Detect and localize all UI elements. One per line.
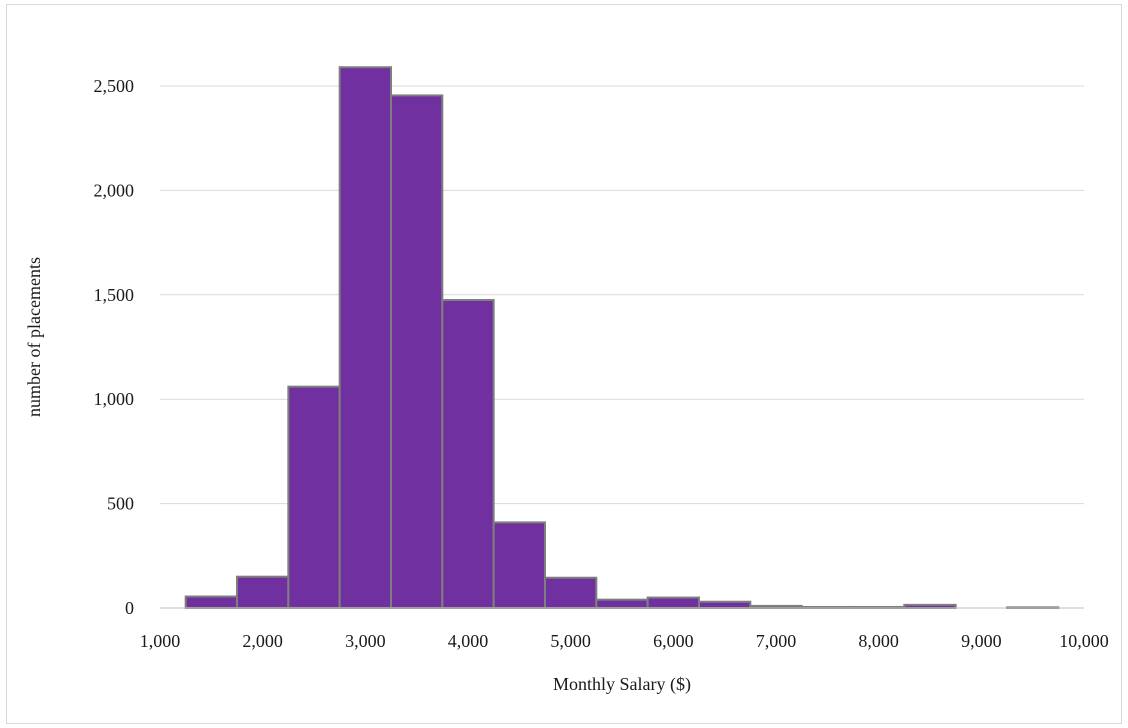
x-axis-title: Monthly Salary ($) [553,674,691,695]
x-tick-label-8: 9,000 [961,631,1002,651]
histogram-bar-4 [390,94,444,609]
y-axis-title: number of placements [24,257,44,417]
histogram-bar-8 [595,598,649,610]
x-axis-tick-labels: 1,000 2,000 3,000 4,000 5,000 6,000 7,000 8,000… [140,631,1109,651]
y-tick-label-0: 0 [125,598,134,618]
histogram-bar-6 [492,521,546,610]
x-tick-label-5: 6,000 [653,631,694,651]
x-tick-label-9: 10,000 [1059,631,1109,651]
histogram-bars [184,66,1060,610]
x-tick-label-7: 8,000 [858,631,899,651]
histogram-bar-5 [441,299,495,609]
histogram-bar-10 [698,600,752,610]
x-tick-label-3: 4,000 [448,631,489,651]
y-tick-label-4: 2,000 [94,180,135,200]
x-tick-label-4: 5,000 [550,631,591,651]
x-tick-label-0: 1,000 [140,631,181,651]
y-tick-label-5: 2,500 [94,76,135,96]
histogram-bar-1 [236,575,290,609]
histogram-bar-9 [646,596,701,609]
x-tick-label-6: 7,000 [756,631,797,651]
histogram-bar-3 [338,66,392,609]
histogram-bar-0 [184,595,239,609]
y-tick-label-3: 1,500 [94,285,135,305]
y-axis-tick-labels: 0 500 1,000 1,500 2,000 2,500 [94,76,135,618]
y-tick-label-1: 500 [107,494,134,514]
x-tick-label-2: 3,000 [345,631,386,651]
y-tick-label-2: 1,000 [94,389,135,409]
x-tick-label-1: 2,000 [242,631,283,651]
histogram-bar-2 [287,385,341,609]
histogram-bar-7 [544,576,598,609]
